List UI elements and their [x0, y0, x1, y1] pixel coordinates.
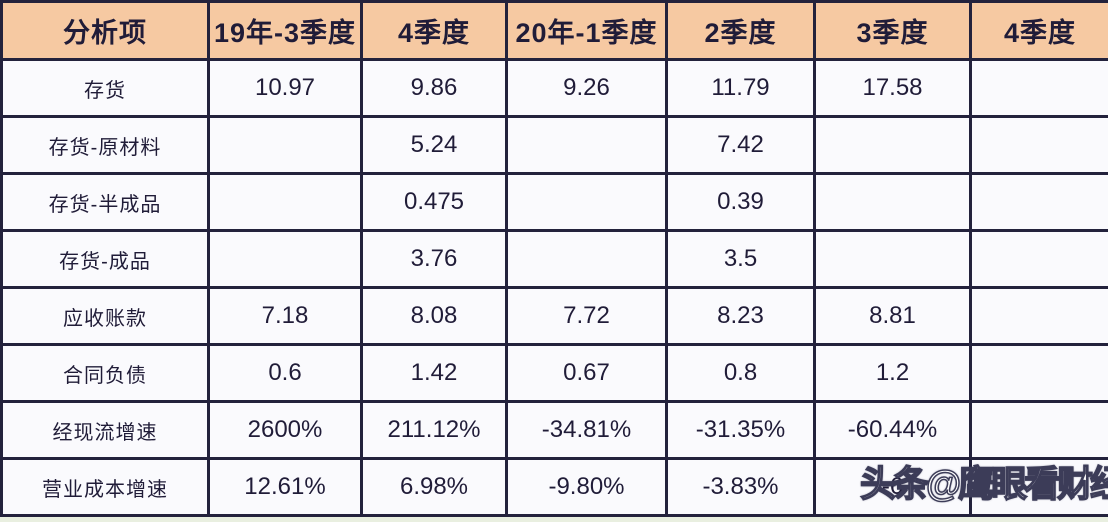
row-label: 存货-成品	[0, 229, 210, 289]
table-cell: 3.5	[665, 229, 816, 289]
table-row: 营业成本增速 12.61% 6.98% -9.80% -3.83% -6	[0, 457, 1108, 517]
table-cell	[969, 229, 1108, 289]
table-cell: 8.81	[813, 286, 972, 346]
table-cell: 12.61%	[207, 457, 363, 517]
table-cell: -3.83%	[665, 457, 816, 517]
table-cell: 7.72	[505, 286, 668, 346]
table-cell: -9.80%	[505, 457, 668, 517]
table-row: 存货-半成品 0.475 0.39	[0, 172, 1108, 232]
row-label: 合同负债	[0, 343, 210, 403]
table-cell	[969, 343, 1108, 403]
table-cell	[969, 400, 1108, 460]
table-cell: 0.6	[207, 343, 363, 403]
table-cell	[969, 286, 1108, 346]
row-label: 营业成本增速	[0, 457, 210, 517]
table-cell	[969, 172, 1108, 232]
column-header: 3季度	[813, 0, 972, 61]
row-label: 存货	[0, 58, 210, 118]
table-cell: 17.58	[813, 58, 972, 118]
table-cell	[207, 229, 363, 289]
table-cell	[505, 172, 668, 232]
table-cell: 10.97	[207, 58, 363, 118]
table-cell: -34.81%	[505, 400, 668, 460]
table-cell: 7.18	[207, 286, 363, 346]
header-row: 分析项 19年-3季度 4季度 20年-1季度 2季度 3季度 4季度	[0, 0, 1108, 61]
table-cell: 1.2	[813, 343, 972, 403]
column-header: 分析项	[0, 0, 210, 61]
table-cell: 8.08	[360, 286, 508, 346]
table-cell	[505, 229, 668, 289]
table-row: 存货-成品 3.76 3.5	[0, 229, 1108, 289]
row-label: 应收账款	[0, 286, 210, 346]
column-header: 2季度	[665, 0, 816, 61]
row-label: 存货-半成品	[0, 172, 210, 232]
table-cell: 9.26	[505, 58, 668, 118]
row-label: 经现流增速	[0, 400, 210, 460]
table-cell: 9.86	[360, 58, 508, 118]
column-header: 20年-1季度	[505, 0, 668, 61]
table-cell: 0.67	[505, 343, 668, 403]
table-row: 合同负债 0.6 1.42 0.67 0.8 1.2	[0, 343, 1108, 403]
bottom-strip	[0, 517, 1108, 522]
table-cell	[969, 58, 1108, 118]
table-row: 经现流增速 2600% 211.12% -34.81% -31.35% -60.44%	[0, 400, 1108, 460]
table-cell: 5.24	[360, 115, 508, 175]
table-cell: 1.42	[360, 343, 508, 403]
column-header: 4季度	[360, 0, 508, 61]
row-label: 存货-原材料	[0, 115, 210, 175]
column-header: 19年-3季度	[207, 0, 363, 61]
table-cell	[969, 115, 1108, 175]
table-cell	[207, 172, 363, 232]
table-cell: 0.8	[665, 343, 816, 403]
table-cell: -31.35%	[665, 400, 816, 460]
table-cell: -60.44%	[813, 400, 972, 460]
table-cell: 6.98%	[360, 457, 508, 517]
table-cell: 11.79	[665, 58, 816, 118]
table-row: 应收账款 7.18 8.08 7.72 8.23 8.81	[0, 286, 1108, 346]
table-row: 存货 10.97 9.86 9.26 11.79 17.58	[0, 58, 1108, 118]
column-header: 4季度	[969, 0, 1108, 61]
table-cell: 7.42	[665, 115, 816, 175]
table-row: 存货-原材料 5.24 7.42	[0, 115, 1108, 175]
table-cell: 3.76	[360, 229, 508, 289]
table-cell	[813, 115, 972, 175]
table-body: 存货 10.97 9.86 9.26 11.79 17.58 存货-原材料 5.24 7.42 存…	[0, 58, 1108, 517]
table-cell: 211.12%	[360, 400, 508, 460]
table-header: 分析项 19年-3季度 4季度 20年-1季度 2季度 3季度 4季度	[0, 0, 1108, 61]
table-cell	[969, 457, 1108, 517]
table-cell: 0.475	[360, 172, 508, 232]
table-cell	[813, 229, 972, 289]
table-cell: 2600%	[207, 400, 363, 460]
table-cell	[207, 115, 363, 175]
table-cell	[813, 172, 972, 232]
table-cell	[505, 115, 668, 175]
table-cell: -6	[813, 457, 972, 517]
table-cell: 0.39	[665, 172, 816, 232]
table-cell: 8.23	[665, 286, 816, 346]
